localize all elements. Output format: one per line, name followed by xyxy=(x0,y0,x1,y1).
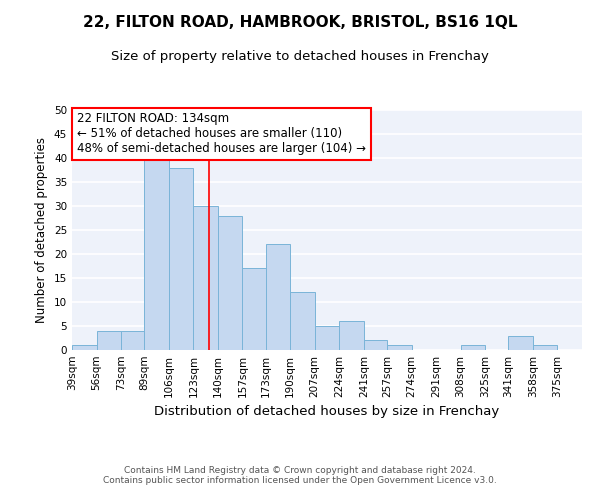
Bar xyxy=(387,345,412,350)
Bar xyxy=(218,216,242,350)
Bar xyxy=(72,345,97,350)
Y-axis label: Number of detached properties: Number of detached properties xyxy=(35,137,49,323)
Text: 22, FILTON ROAD, HAMBROOK, BRISTOL, BS16 1QL: 22, FILTON ROAD, HAMBROOK, BRISTOL, BS16… xyxy=(83,15,517,30)
Bar xyxy=(508,336,533,350)
Bar xyxy=(533,345,557,350)
Bar xyxy=(193,206,218,350)
Bar xyxy=(121,331,144,350)
Bar xyxy=(144,153,169,350)
Bar xyxy=(266,244,290,350)
Bar xyxy=(97,331,121,350)
Bar xyxy=(339,321,364,350)
Bar xyxy=(461,345,485,350)
Text: Size of property relative to detached houses in Frenchay: Size of property relative to detached ho… xyxy=(111,50,489,63)
Bar xyxy=(242,268,266,350)
X-axis label: Distribution of detached houses by size in Frenchay: Distribution of detached houses by size … xyxy=(154,406,500,418)
Text: Contains HM Land Registry data © Crown copyright and database right 2024.
Contai: Contains HM Land Registry data © Crown c… xyxy=(103,466,497,485)
Bar xyxy=(169,168,193,350)
Bar xyxy=(364,340,387,350)
Bar xyxy=(290,292,315,350)
Bar xyxy=(315,326,339,350)
Text: 22 FILTON ROAD: 134sqm
← 51% of detached houses are smaller (110)
48% of semi-de: 22 FILTON ROAD: 134sqm ← 51% of detached… xyxy=(77,112,366,156)
